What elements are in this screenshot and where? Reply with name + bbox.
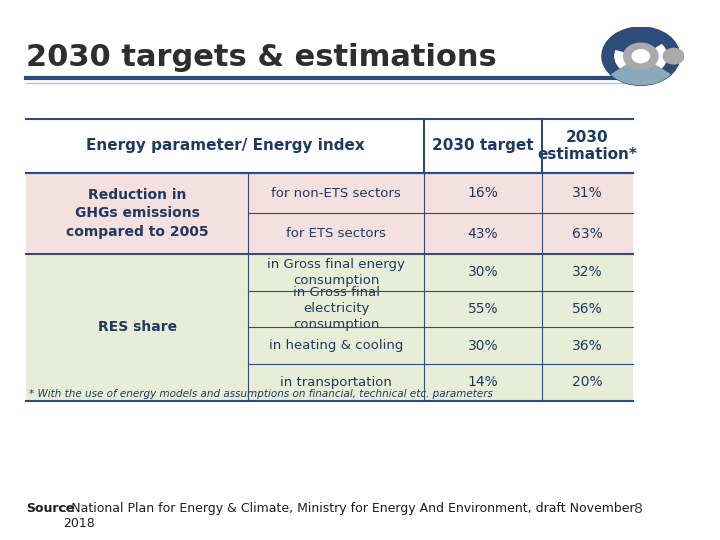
Text: : National Plan for Energy & Climate, Ministry for Energy And Environment, draft: : National Plan for Energy & Climate, Mi…	[63, 502, 634, 530]
Text: 14%: 14%	[468, 375, 498, 389]
Text: 30%: 30%	[468, 265, 498, 279]
Text: 8: 8	[634, 502, 643, 516]
Text: in Gross final energy
consumption: in Gross final energy consumption	[267, 258, 405, 287]
FancyBboxPatch shape	[26, 119, 633, 173]
Text: 32%: 32%	[572, 265, 603, 279]
Text: 20%: 20%	[572, 375, 603, 389]
Text: for non-ETS sectors: for non-ETS sectors	[271, 186, 401, 200]
Circle shape	[602, 27, 680, 85]
Text: in heating & cooling: in heating & cooling	[269, 339, 403, 352]
Text: Energy parameter/ Energy index: Energy parameter/ Energy index	[86, 138, 364, 153]
FancyBboxPatch shape	[26, 173, 633, 254]
Text: 31%: 31%	[572, 186, 603, 200]
Text: 16%: 16%	[467, 186, 498, 200]
Text: 43%: 43%	[468, 227, 498, 240]
Circle shape	[615, 37, 667, 76]
Wedge shape	[605, 28, 670, 56]
Wedge shape	[612, 56, 670, 85]
Circle shape	[632, 50, 649, 63]
Text: in transportation: in transportation	[280, 376, 392, 389]
Text: 56%: 56%	[572, 302, 603, 316]
Text: 2030
estimation*: 2030 estimation*	[538, 130, 637, 162]
Circle shape	[624, 43, 658, 69]
Text: for ETS sectors: for ETS sectors	[287, 227, 386, 240]
Text: 2030 targets & estimations: 2030 targets & estimations	[26, 43, 497, 72]
Text: 2030 target: 2030 target	[432, 138, 534, 153]
Text: * With the use of energy models and assumptions on financial, technical etc. par: * With the use of energy models and assu…	[30, 389, 493, 399]
Text: Reduction in
GHGs emissions
compared to 2005: Reduction in GHGs emissions compared to …	[66, 188, 208, 239]
Text: 55%: 55%	[468, 302, 498, 316]
Text: 63%: 63%	[572, 227, 603, 240]
Text: 36%: 36%	[572, 339, 603, 353]
FancyBboxPatch shape	[26, 254, 633, 401]
Text: RES share: RES share	[97, 320, 176, 334]
Circle shape	[663, 49, 684, 64]
Text: 30%: 30%	[468, 339, 498, 353]
Text: Source: Source	[26, 502, 74, 515]
Text: in Gross final
electricity
consumption: in Gross final electricity consumption	[293, 286, 379, 332]
